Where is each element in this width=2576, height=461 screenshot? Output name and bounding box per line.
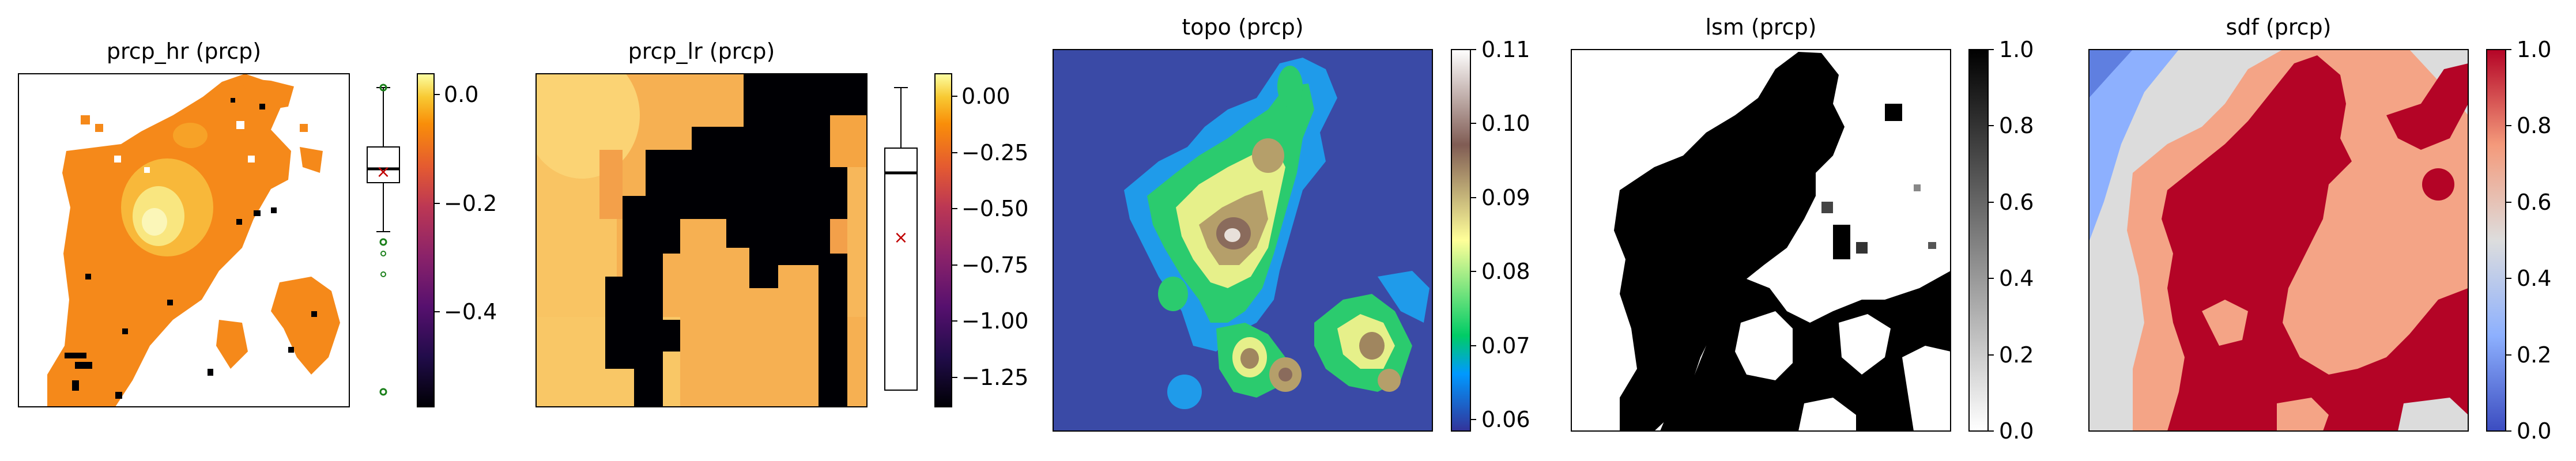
cbar-tick-label: 0.6 [2517,190,2551,215]
heatmap-prcp-lr [536,74,867,407]
panel-sdf: sdf (prcp) 1.0 0.8 0.6 0. [2088,14,2551,444]
cbar-tick-label: 0.0 [444,82,478,107]
cbar-tick-label: 0.08 [1481,259,1530,284]
colorbar-ticks-prcp-lr: 0.00 −0.25 −0.50 −0.75 −1.00 −1.25 [952,84,1028,390]
panel-prcp-hr: prcp_hr (prcp) [18,39,497,407]
cbar-tick-label: −0.50 [961,196,1028,221]
colorbar-topo [1451,49,1471,432]
cbar-tick-label: 0.4 [1999,266,2034,291]
cbar-tick-label: −0.2 [444,191,497,216]
cbar-tick-label: 0.11 [1481,37,1530,62]
boxplot-prcp-lr: × [884,87,918,391]
cbar-tick-label: 0.8 [1999,113,2034,138]
heatmap-frame-lsm [1571,49,1951,432]
colorbar-lsm [1968,49,1989,432]
cbar-tick-label: 0.2 [2517,342,2551,368]
heatmap-frame-sdf [2088,49,2469,432]
colorbar-prcp-lr [934,73,952,407]
colorbar-ticks-lsm: 1.0 0.8 0.6 0.4 0.2 0.0 [1988,37,2034,444]
cbar-tick-label: −0.25 [961,140,1028,165]
cbar-tick-label: 0.2 [1999,342,2034,368]
cbar-tick-label: 0.07 [1481,333,1530,358]
colorbar-ticks-topo: 0.11 0.10 0.09 0.08 0.07 0.06 [1470,37,1530,432]
colorbar-ticks-sdf: 1.0 0.8 0.6 0.4 0.2 0.0 [2506,37,2551,444]
heatmap-lsm [1571,50,1951,431]
cbar-tick-label: 0.06 [1481,407,1530,432]
panel-lsm: lsm (prcp) 1.0 0.8 0.6 [1571,14,2034,444]
colorbar-ticks-prcp-hr: 0.0 −0.2 −0.4 [434,82,497,324]
heatmap-frame-topo [1053,49,1433,432]
colorbar-prcp-hr [417,73,435,407]
cbar-tick-label: 0.0 [1999,418,2034,444]
svg-text:×: × [376,162,390,182]
panel-topo: topo (prcp) [1053,14,1530,432]
heatmap-frame-prcp-lr [535,73,868,407]
cbar-tick-label: −0.4 [444,299,497,324]
cbar-tick-label: −0.75 [961,252,1028,278]
heatmap-sdf [2089,50,2468,431]
cbar-tick-label: 0.8 [2517,113,2551,138]
cbar-tick-label: 0.0 [2517,418,2551,444]
boxplot-prcp-hr: × [367,84,400,396]
heatmap-topo [1053,50,1432,431]
cbar-tick-label: 0.4 [2517,266,2551,291]
cbar-tick-label: 1.0 [1999,37,2034,62]
colorbar-sdf [2486,49,2506,432]
panel-title-prcp-hr: prcp_hr (prcp) [107,39,261,64]
cbar-tick-label: 0.6 [1999,190,2034,215]
cbar-tick-label: −1.25 [961,365,1028,390]
svg-text:×: × [893,228,908,248]
panel-title-lsm: lsm (prcp) [1705,14,1816,40]
panel-title-topo: topo (prcp) [1182,14,1303,40]
cbar-tick-label: 1.0 [2517,37,2551,62]
cbar-tick-label: 0.10 [1481,111,1530,136]
panel-prcp-lr: prcp_lr (prcp) × 0.0 [535,39,1028,407]
heatmap-frame-prcp-hr [18,73,350,407]
panel-title-sdf: sdf (prcp) [2226,14,2332,40]
cbar-tick-label: −1.00 [961,308,1028,334]
heatmap-prcp-hr [18,74,349,407]
panel-title-prcp-lr: prcp_lr (prcp) [628,39,775,64]
cbar-tick-label: 0.09 [1481,185,1530,210]
cbar-tick-label: 0.00 [961,84,1010,109]
